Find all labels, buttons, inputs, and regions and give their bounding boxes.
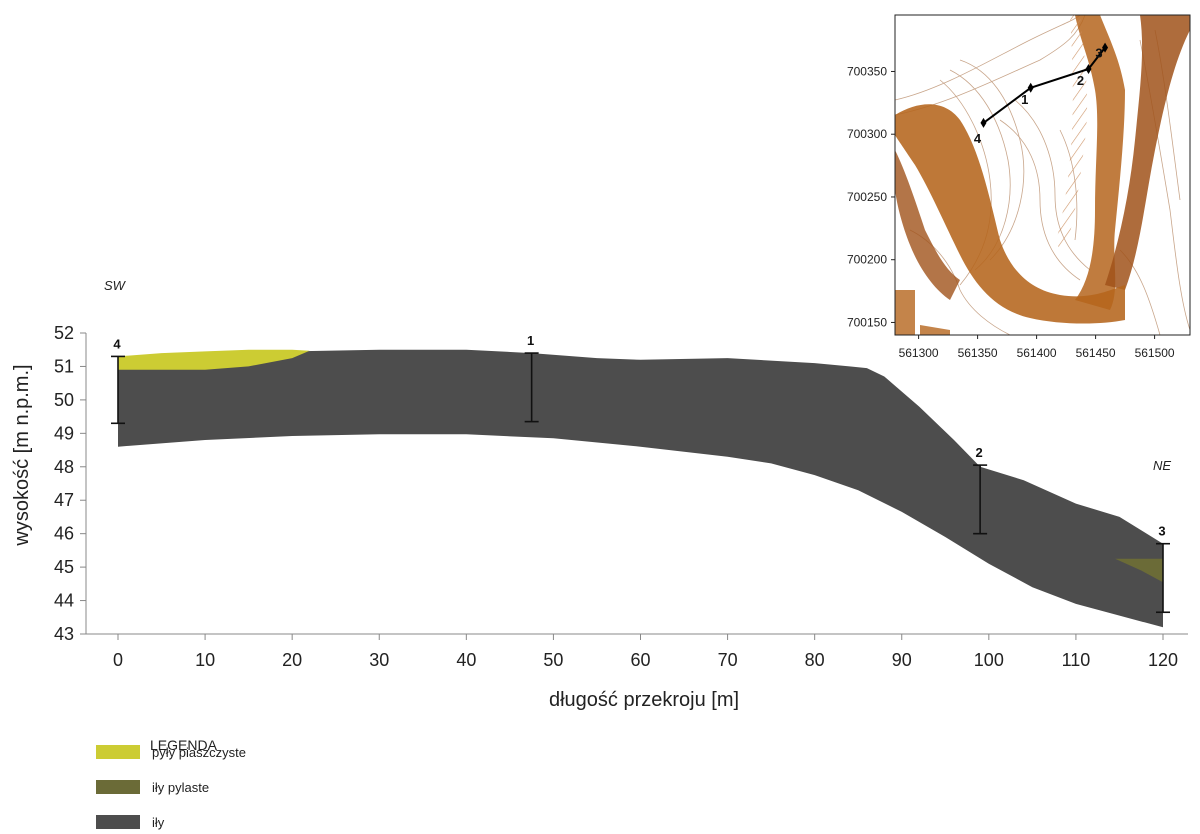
inset-y-tick-label: 700350 — [847, 64, 887, 78]
layer-ily-pylaste — [1115, 558, 1163, 583]
borehole-2: 2 — [973, 445, 988, 535]
x-tick-label: 30 — [369, 650, 389, 670]
profile-line — [982, 46, 1106, 124]
terrain-slopes — [895, 15, 1190, 335]
y-tick-label: 44 — [54, 591, 74, 611]
legend-swatch-ily-pylaste — [96, 780, 140, 794]
inset-frame — [894, 14, 1191, 336]
y-tick-label: 48 — [54, 457, 74, 477]
x-tick-label: 50 — [543, 650, 563, 670]
borehole-label: 3 — [1158, 524, 1165, 539]
x-tick-label: 10 — [195, 650, 215, 670]
x-tick-label: 40 — [456, 650, 476, 670]
y-tick-label: 50 — [54, 390, 74, 410]
legend: LEGENDA pyły piaszczyste iły pylaste iły — [96, 737, 246, 830]
y-tick-label: 45 — [54, 557, 74, 577]
profile-point — [1085, 63, 1092, 74]
layer-pyly-piaszczyste — [118, 349, 310, 370]
x-tick-label: 70 — [718, 650, 738, 670]
direction-sw-label: SW — [104, 278, 127, 293]
legend-label-pyly-piaszczyste: pyły piaszczyste — [152, 745, 246, 760]
borehole-label: 1 — [527, 333, 534, 348]
x-tick-label: 120 — [1148, 650, 1178, 670]
inset-x-tick-label: 561400 — [1017, 346, 1057, 360]
axes: 0 10 20 30 40 50 60 70 80 90 100 110 120 43444546474… — [11, 323, 1188, 711]
geologic-layers — [118, 349, 1163, 628]
borehole-label: 4 — [113, 336, 121, 351]
profile-point-label: 3 — [1095, 46, 1102, 61]
profile-point — [980, 117, 987, 128]
legend-swatch-ily — [96, 815, 140, 829]
borehole-label: 2 — [976, 445, 983, 460]
y-axis-title: wysokość [m n.p.m.] — [11, 364, 33, 546]
y-tick-label: 52 — [54, 323, 74, 343]
x-tick-label: 90 — [892, 650, 912, 670]
x-tick-label: 20 — [282, 650, 302, 670]
inset-y-tick-label: 700250 — [847, 190, 887, 204]
borehole-4: 4 — [111, 336, 125, 425]
x-tick-label: 0 — [113, 650, 123, 670]
inset-x-tick-label: 561450 — [1076, 346, 1116, 360]
layer-ily — [118, 349, 1163, 628]
profile-point-label: 2 — [1077, 73, 1084, 88]
borehole-1: 1 — [524, 333, 539, 423]
x-tick-label: 60 — [630, 650, 650, 670]
profile-point — [1102, 42, 1109, 53]
inset-x-tick-label: 561500 — [1135, 346, 1175, 360]
profile-point-label: 1 — [1021, 92, 1028, 107]
y-tick-label: 46 — [54, 524, 74, 544]
y-tick-label: 49 — [54, 423, 74, 443]
inset-y-tick-label: 700150 — [847, 315, 887, 329]
inset-map: 4 1 23 561300 561350 561400 561450 561500 7003… — [847, 14, 1191, 360]
direction-ne-label: NE — [1153, 458, 1171, 473]
legend-swatch-pyly-piaszczyste — [96, 745, 140, 759]
profile-point-label: 4 — [974, 131, 982, 146]
borehole-3: 3 — [1156, 524, 1170, 614]
x-tick-label: 100 — [974, 650, 1004, 670]
boreholes: 4 1 2 3 — [111, 333, 1170, 614]
inset-y-tick-label: 700200 — [847, 253, 887, 267]
inset-y-tick-label: 700300 — [847, 127, 887, 141]
inset-x-tick-label: 561300 — [899, 346, 939, 360]
y-tick-label: 51 — [54, 356, 74, 376]
x-axis-title: długość przekroju [m] — [549, 689, 739, 711]
x-tick-label: 80 — [805, 650, 825, 670]
y-tick-label: 43 — [54, 624, 74, 644]
legend-label-ily-pylaste: iły pylaste — [152, 780, 209, 795]
legend-title: LEGENDA — [150, 737, 218, 753]
legend-label-ily: iły — [152, 815, 165, 830]
profile-point — [1027, 82, 1034, 93]
y-tick-label: 47 — [54, 490, 74, 510]
inset-x-tick-label: 561350 — [958, 346, 998, 360]
x-tick-label: 110 — [1062, 650, 1091, 670]
